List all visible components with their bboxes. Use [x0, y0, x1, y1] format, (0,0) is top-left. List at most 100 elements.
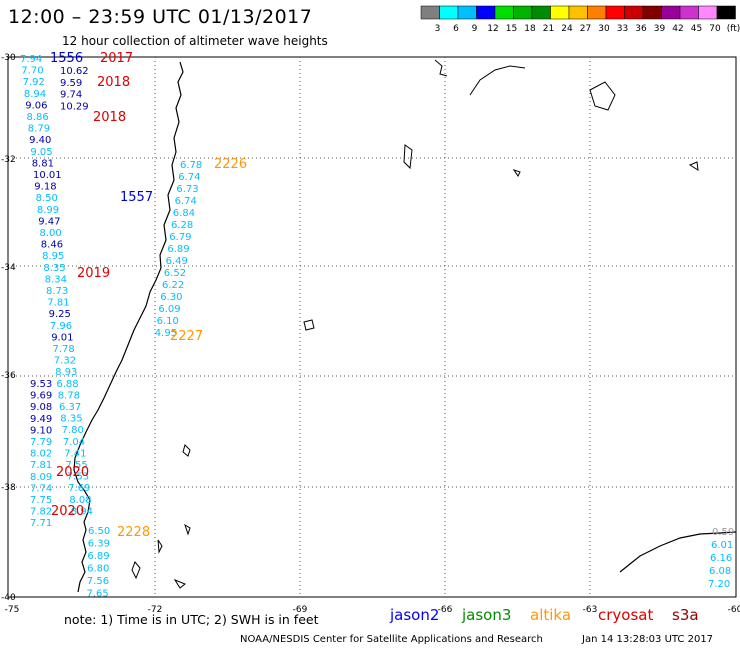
wave-height-value: 8.08 [69, 495, 91, 506]
wave-height-value: 6.37 [59, 402, 81, 413]
lake [589, 81, 616, 111]
colorbar-swatch [513, 5, 533, 20]
wave-height-value: 9.18 [34, 182, 56, 193]
satellite-legend-jason2: jason2 [390, 606, 440, 624]
wave-height-value: 6.01 [711, 540, 733, 551]
colorbar-label: 36 [635, 24, 647, 34]
wave-height-value: 9.01 [51, 332, 73, 343]
satellite-legend-cryosat: cryosat [598, 606, 654, 624]
satellite-legend-altika: altika [530, 606, 572, 624]
wave-height-value: 6.50 [88, 526, 110, 537]
wave-height-value: 9.06 [25, 100, 47, 111]
wave-height-value: 9.08 [30, 402, 52, 413]
colorbar-label: 70 [709, 24, 721, 34]
color-scale-legend: 3 6 9 12 15 18 21 24 27 30 33 36 39 42 45 70 (ft) [420, 5, 740, 34]
wave-height-value: 6.08 [709, 566, 731, 577]
longitude-labels: -75 -72 -69 -66 -63 -60 [5, 605, 740, 615]
colorbar-swatch [679, 5, 699, 20]
island [157, 539, 163, 554]
longitude-label: -66 [438, 605, 453, 615]
river-mark [434, 59, 448, 77]
credit-text: NOAA/NESDIS Center for Satellite Applica… [240, 634, 543, 645]
satellite-legend-jason3: jason3 [462, 606, 512, 624]
colorbar-swatch [605, 5, 625, 20]
colorbar-swatch [661, 5, 681, 20]
island [184, 523, 191, 536]
wave-height-value: 8.46 [41, 240, 63, 251]
wave-height-value: 6.16 [710, 553, 732, 564]
wave-height-value: 6.39 [88, 539, 110, 550]
wave-height-value: 6.52 [164, 268, 186, 279]
pass-number-label: 2020 [51, 504, 84, 519]
pass-number-label: 2018 [97, 75, 130, 90]
grid-lines [8, 57, 736, 597]
colorbar-label: 12 [487, 24, 498, 34]
wave-height-value: 6.84 [173, 208, 195, 219]
island [182, 444, 191, 457]
chile-coastline [73, 61, 184, 593]
colorbar-label: 27 [580, 24, 591, 34]
longitude-label: -63 [583, 605, 598, 615]
wave-height-value: 7.71 [30, 518, 52, 529]
pass-number-label: 2020 [56, 465, 89, 480]
wave-height-value: 9.10 [30, 425, 52, 436]
map-frame [7, 56, 737, 598]
colorbar-swatch [476, 5, 496, 20]
colorbar-swatch [550, 5, 570, 20]
colorbar-swatch [568, 5, 588, 20]
map-title: 12:00 – 23:59 UTC 01/13/2017 [8, 6, 313, 28]
lake [688, 161, 699, 171]
colorbar-swatch [587, 5, 607, 20]
wave-height-value: 8.94 [24, 89, 46, 100]
estuary-coast [619, 531, 737, 573]
colorbar-label: 15 [506, 24, 517, 34]
colorbar-label: 39 [654, 24, 666, 34]
pass-labels: 1556 2017 2018 2018 1557 2226 2019 2227 2020 2020… [50, 51, 247, 540]
colorbar-label: 9 [472, 24, 478, 34]
longitude-label: -75 [5, 605, 20, 615]
pass-number-label: 2227 [170, 329, 203, 344]
wave-height-value: 9.40 [29, 135, 51, 146]
wave-height-value: 8.09 [30, 472, 52, 483]
wave-height-value: 8.95 [42, 251, 64, 262]
wave-height-value: 8.94 [71, 506, 93, 517]
colorbar-label: (ft) [727, 24, 740, 34]
wave-height-value: 8.50 [36, 193, 58, 204]
latitude-label: -32 [1, 155, 16, 165]
colorbar-swatch [698, 5, 718, 20]
wave-height-value: 9.53 [30, 379, 52, 390]
colorbar-swatch [531, 5, 551, 20]
wave-height-value: 8.35 [43, 263, 65, 274]
wave-height-value: 7.56 [87, 576, 109, 587]
wave-height-tracks: 7.947.707.928.949.068.868.799.409.058.81… [20, 54, 734, 600]
longitude-label: -69 [293, 605, 308, 615]
wave-height-value: 10.01 [33, 170, 62, 181]
latitude-label: -36 [1, 371, 16, 381]
lake [303, 319, 315, 331]
wave-height-value: 7.65 [87, 589, 109, 600]
pass-number-label: 2226 [214, 157, 247, 172]
wave-height-value: 7.96 [50, 321, 72, 332]
wave-height-value: 8.34 [45, 274, 67, 285]
wave-height-value: 7.55 [66, 460, 88, 471]
river-mark [469, 65, 526, 96]
wave-height-value: 10.29 [60, 101, 89, 112]
colorbar-label: 24 [561, 24, 573, 34]
wave-height-value: 8.02 [30, 449, 52, 460]
wave-height-value: 6.49 [166, 256, 188, 267]
island [173, 578, 186, 589]
wave-height-value: 8.73 [46, 286, 68, 297]
colorbar-label: 45 [691, 24, 702, 34]
pass-number-label: 2018 [93, 110, 126, 125]
island [131, 561, 141, 580]
wave-height-value: 8.79 [28, 124, 50, 135]
wave-height-value: 7.79 [30, 437, 52, 448]
wave-height-value: 9.25 [49, 309, 71, 320]
lake [512, 169, 521, 177]
wave-height-value: 7.20 [708, 579, 730, 590]
wave-height-value: 8.78 [58, 390, 80, 401]
wave-height-value: 7.75 [30, 495, 52, 506]
wave-height-value: 8.86 [27, 112, 49, 123]
wave-height-value: 6.89 [167, 244, 189, 255]
